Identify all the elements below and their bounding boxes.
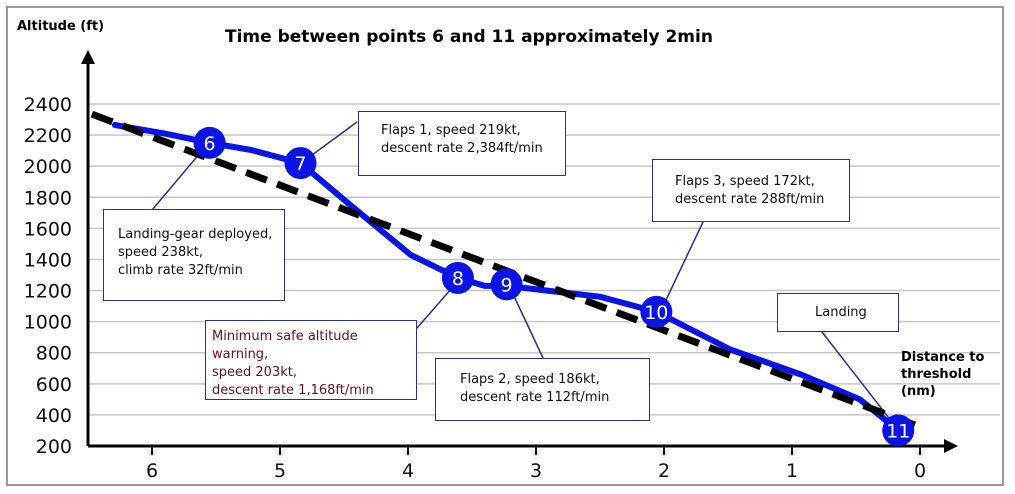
annotation-line: descent rate 2,384ft/min [381,141,543,156]
y-tick-label: 400 [36,405,72,427]
x-tick-label: 4 [402,460,414,482]
annotation-connector [511,291,544,359]
x-axis-arrow [944,439,958,453]
waypoint-10: 10 [640,295,673,328]
annotation-line: descent rate 288ft/min [675,192,825,207]
annotation-line: descent rate 1,168ft/min [212,383,374,398]
waypoint-label: 10 [644,302,668,324]
x-tick-label: 2 [658,460,670,482]
y-tick-label: 200 [36,436,72,458]
annotation-box-point-10: Flaps 3, speed 172kt, descent rate 288ft/… [652,159,850,222]
annotation-line: Flaps 3, speed 172kt, [675,174,815,189]
y-tick-label: 1800 [24,187,72,209]
y-tick-label: 600 [36,374,72,396]
annotation-connector [416,287,453,329]
annotation-line: speed 238kt, [118,245,203,260]
waypoint-marker [490,268,523,301]
x-tick-label: 0 [914,460,926,482]
x-axis-label: Distance to threshold (nm) [901,350,985,399]
annotation-line: Landing [815,305,867,320]
annotation-line: Landing-gear deployed, [118,227,273,242]
waypoint-8: 8 [441,261,474,294]
annotation-line: descent rate 112ft/min [460,390,610,405]
annotation-line: Minimum safe altitude warning, [212,329,358,362]
x-tick-label: 6 [146,460,158,482]
annotation-box-point-7: Flaps 1, speed 219kt, descent rate 2,384f… [358,111,566,176]
waypoint-7: 7 [284,147,317,180]
waypoint-11: 11 [882,414,915,447]
annotation-box-point-11: Landing [777,293,899,332]
annotation-line: speed 203kt, [212,365,297,380]
waypoint-9: 9 [490,268,523,301]
x-tick-label: 5 [274,460,286,482]
waypoint-marker [441,261,474,294]
waypoint-label: 6 [204,133,216,155]
annotation-box-point-8: Minimum safe altitude warning, speed 203k… [205,320,417,400]
annotation-line: climb rate 32ft/min [118,263,243,278]
y-tick-label: 1600 [24,218,72,240]
annotation-connector [665,221,704,301]
y-tick-label: 2000 [24,156,72,178]
chart-frame [6,6,1004,486]
chart-title: Time between points 6 and 11 approximate… [225,27,713,47]
x-tick-label: 3 [530,460,542,482]
y-tick-label: 1200 [24,281,72,303]
waypoint-marker [284,147,317,180]
waypoint-marker [882,414,915,447]
waypoint-marker [193,126,226,159]
annotation-line: Flaps 2, speed 186kt, [460,372,600,387]
annotation-box-point-9: Flaps 2, speed 186kt, descent rate 112ft/… [435,358,650,421]
waypoint-label: 9 [501,274,513,296]
annotation-connector [821,331,893,423]
x-tick-label: 1 [786,460,798,482]
flight-path-line [111,121,902,434]
annotation-connector [307,121,358,159]
waypoint-6: 6 [193,126,226,159]
y-tick-label: 800 [36,343,72,365]
y-tick-label: 2200 [24,125,72,147]
annotation-box-point-6: Landing-gear deployed, speed 238kt, climb … [103,209,285,301]
waypoint-marker [640,295,673,328]
waypoint-label: 8 [452,268,464,290]
y-tick-label: 2400 [24,94,72,116]
waypoint-label: 11 [886,420,910,442]
y-axis-arrow [81,50,95,64]
annotation-line: Flaps 1, speed 219kt, [381,123,521,138]
y-tick-label: 1000 [24,312,72,334]
y-tick-label: 1400 [24,249,72,271]
y-axis-label: Altitude (ft) [17,19,105,34]
waypoint-label: 7 [294,153,306,175]
